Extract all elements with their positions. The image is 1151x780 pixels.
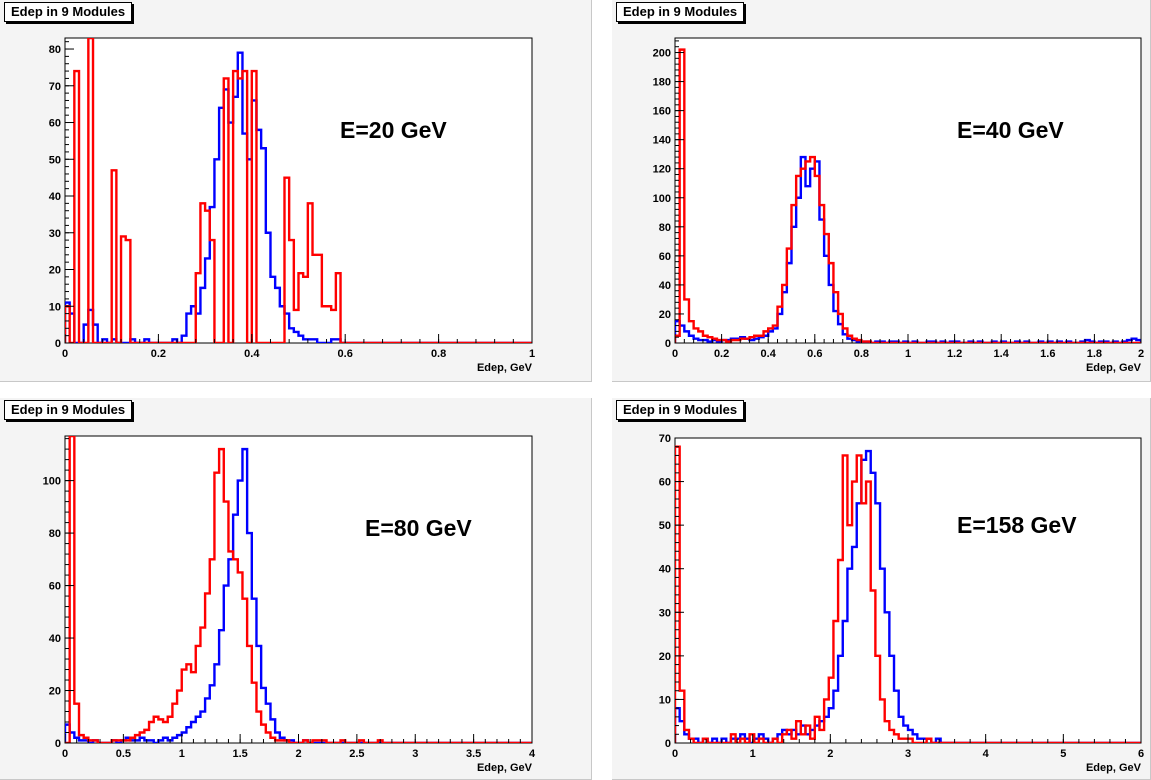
- y-tick-label: 80: [659, 222, 671, 234]
- x-tick-label: 3.5: [466, 748, 481, 760]
- y-tick-label: 70: [659, 433, 671, 445]
- y-tick-label: 40: [659, 280, 671, 292]
- y-tick-label: 0: [55, 738, 61, 750]
- y-tick-label: 10: [49, 301, 61, 313]
- x-tick-label: 0: [62, 748, 68, 760]
- x-tick-label: 2: [1138, 348, 1144, 360]
- y-tick-label: 60: [659, 477, 671, 489]
- energy-annotation: E=80 GeV: [365, 515, 472, 541]
- y-tick-label: 140: [653, 135, 671, 147]
- x-tick-label: 1.2: [947, 348, 962, 360]
- x-tick-label: 4: [983, 748, 990, 760]
- x-tick-label: 0: [672, 748, 678, 760]
- y-tick-label: 20: [659, 309, 671, 321]
- y-tick-label: 20: [49, 265, 61, 277]
- y-tick-label: 40: [659, 564, 671, 576]
- histogram-series-0: [675, 449, 1141, 743]
- y-tick-label: 100: [43, 476, 61, 488]
- panel-title: Edep in 9 Modules: [4, 400, 133, 420]
- x-tick-label: 2: [827, 748, 833, 760]
- x-tick-label: 1.6: [1040, 348, 1055, 360]
- y-tick-label: 0: [55, 338, 61, 350]
- histogram-series-0: [65, 51, 532, 343]
- y-tick-label: 20: [49, 686, 61, 698]
- x-tick-label: 1.8: [1087, 348, 1102, 360]
- x-tick-label: 1.5: [232, 748, 247, 760]
- x-tick-label: 0.2: [151, 348, 166, 360]
- x-tick-label: 0.6: [807, 348, 822, 360]
- x-tick-label: 3: [905, 748, 911, 760]
- y-tick-label: 160: [653, 106, 671, 118]
- y-tick-label: 10: [659, 694, 671, 706]
- panel-title: Edep in 9 Modules: [616, 400, 745, 420]
- y-tick-label: 30: [659, 607, 671, 619]
- x-axis-label: Edep, GeV: [477, 362, 533, 374]
- energy-annotation: E=158 GeV: [957, 512, 1077, 538]
- x-tick-label: 0.8: [854, 348, 869, 360]
- y-tick-label: 40: [49, 633, 61, 645]
- x-tick-label: 6: [1138, 748, 1144, 760]
- histogram-series-1: [65, 436, 532, 743]
- y-tick-label: 100: [653, 193, 671, 205]
- y-tick-label: 50: [49, 154, 61, 166]
- x-tick-label: 1: [905, 348, 911, 360]
- y-tick-label: 60: [49, 118, 61, 130]
- energy-annotation: E=40 GeV: [957, 117, 1064, 143]
- y-tick-label: 30: [49, 228, 61, 240]
- y-tick-label: 20: [659, 651, 671, 663]
- x-tick-label: 0.6: [338, 348, 353, 360]
- x-tick-label: 0.2: [714, 348, 729, 360]
- x-tick-label: 1: [750, 748, 756, 760]
- y-tick-label: 60: [49, 581, 61, 593]
- y-tick-label: 50: [659, 520, 671, 532]
- x-tick-label: 2: [295, 748, 301, 760]
- x-tick-label: 0.5: [116, 748, 131, 760]
- panel-title: Edep in 9 Modules: [4, 2, 133, 22]
- y-tick-label: 120: [653, 164, 671, 176]
- y-tick-label: 200: [653, 48, 671, 60]
- x-tick-label: 0: [672, 348, 678, 360]
- panel-e40: Edep in 9 Modules 0 0.2 0.4 0.6 0.8 1 1.2 1.4 1.…: [612, 0, 1151, 382]
- x-tick-label: 0.4: [244, 348, 260, 360]
- panel-title: Edep in 9 Modules: [616, 2, 745, 22]
- x-tick-label: 3: [412, 748, 418, 760]
- x-tick-label: 2.5: [349, 748, 364, 760]
- histogram-series-1: [65, 38, 532, 343]
- y-tick-label: 40: [49, 191, 61, 203]
- panel-e80: Edep in 9 Modules 0 0.5 1 1.5 2 2.5 3 3.5 4 0 20 40…: [0, 398, 592, 780]
- plot-frame: [674, 37, 1142, 344]
- plot-frame: [674, 437, 1142, 744]
- panel-e20: Edep in 9 Modules 0 0.2 0.4 0.6 0.8 1 0 10 20 30 4…: [0, 0, 592, 382]
- y-tick-label: 0: [665, 338, 671, 350]
- y-tick-label: 60: [659, 251, 671, 263]
- x-axis-label: Edep, GeV: [1086, 362, 1142, 374]
- x-tick-label: 5: [1060, 748, 1066, 760]
- y-tick-label: 0: [665, 738, 671, 750]
- x-tick-label: 4: [529, 748, 536, 760]
- panel-e158: Edep in 9 Modules 0 1 2 3 4 5 6 0 10 20 30 40 50 60 70…: [612, 398, 1151, 780]
- histogram-series-1: [675, 445, 1141, 743]
- x-axis-label: Edep, GeV: [477, 762, 533, 774]
- x-tick-label: 0: [62, 348, 68, 360]
- x-tick-label: 1: [179, 748, 185, 760]
- y-tick-label: 70: [49, 81, 61, 93]
- x-axis-label: Edep, GeV: [1086, 762, 1142, 774]
- x-tick-label: 0.8: [431, 348, 446, 360]
- plot-frame: [64, 435, 533, 744]
- histogram-series-0: [65, 447, 532, 743]
- x-tick-label: 1: [529, 348, 535, 360]
- y-tick-label: 80: [49, 528, 61, 540]
- y-tick-label: 80: [49, 44, 61, 56]
- x-tick-label: 1.4: [994, 348, 1010, 360]
- energy-annotation: E=20 GeV: [340, 117, 447, 143]
- y-tick-label: 180: [653, 77, 671, 89]
- histogram-e40: 0 0.2 0.4 0.6 0.8 1 1.2 1.4 1.6 1.8 20204060801001…: [653, 37, 1144, 374]
- x-tick-label: 0.4: [761, 348, 777, 360]
